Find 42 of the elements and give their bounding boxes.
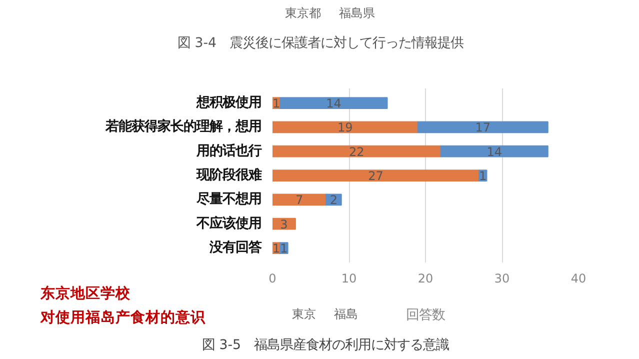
x-tick-label: 20 <box>418 272 434 286</box>
x-tick-label: 0 <box>268 272 276 286</box>
data-label: 14 <box>326 96 342 110</box>
x-axis-title: 回答数 <box>406 308 445 323</box>
bar <box>272 121 418 134</box>
text: 东京地区学校 <box>40 284 132 302</box>
data-label: 1 <box>272 96 280 110</box>
y-tick-label: 不应该使用 <box>196 215 262 232</box>
x-tick-label: 10 <box>341 272 357 286</box>
y-tick-label: 想积极使用 <box>196 94 262 110</box>
text: 図 3-5 福島県産食材の利用に対する意識 <box>202 337 450 353</box>
data-label: 1 <box>280 242 288 256</box>
data-label: 14 <box>486 144 502 159</box>
text: 对使用福岛产食材的意识 <box>40 309 206 326</box>
bar <box>280 97 388 109</box>
data-label: 27 <box>368 169 384 183</box>
bar <box>440 145 548 158</box>
caption: 図 3-4 震災後に保護者に対して行った情報提供 <box>177 35 464 51</box>
bar <box>417 121 548 134</box>
y-tick-label: 用的话也行 <box>196 142 262 159</box>
data-label: 3 <box>280 217 288 232</box>
bar <box>272 145 442 158</box>
data-label: 17 <box>475 120 491 135</box>
text: 東京都 <box>285 5 321 22</box>
data-label: 7 <box>295 193 304 208</box>
data-label: 22 <box>349 144 364 159</box>
x-tick-label: 30 <box>494 272 510 286</box>
data-label: 1 <box>272 242 280 256</box>
x-tick-label: 40 <box>570 272 586 286</box>
text: 福島 <box>334 306 358 323</box>
y-tick-label: 现阶段很难 <box>196 168 262 183</box>
bar <box>272 194 327 206</box>
text: 東京 <box>292 306 316 323</box>
data-label: 1 <box>479 169 487 183</box>
bar <box>272 218 296 230</box>
data-label: 2 <box>330 193 338 208</box>
y-tick-label: 没有回答 <box>208 240 262 256</box>
bar <box>272 170 480 182</box>
text: 福島県 <box>339 5 375 22</box>
data-label: 19 <box>338 120 353 135</box>
y-tick-label: 尽量不想用 <box>196 191 262 208</box>
y-tick-label: 若能获得家长的理解，想用 <box>104 118 262 135</box>
